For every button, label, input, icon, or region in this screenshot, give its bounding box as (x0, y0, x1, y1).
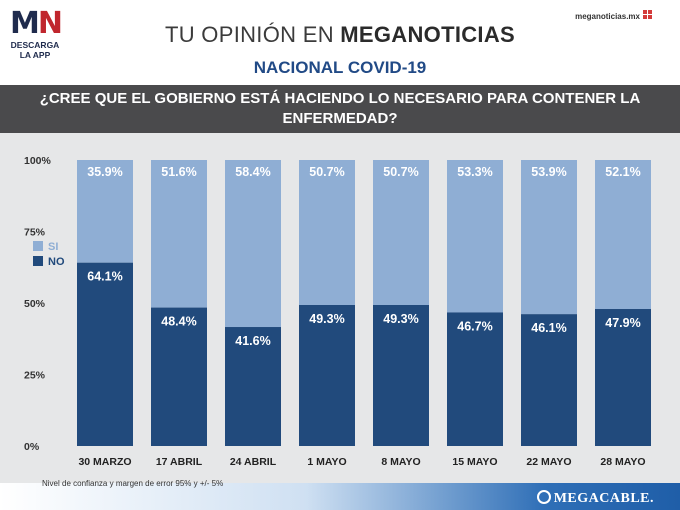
data-label-si: 50.7% (383, 165, 418, 179)
bar-no (373, 305, 429, 446)
bar-si (151, 160, 207, 308)
x-tick-label: 17 ABRIL (156, 456, 203, 468)
data-label-no: 49.3% (309, 312, 344, 326)
bar-si (447, 160, 503, 313)
data-label-no: 49.3% (383, 312, 418, 326)
y-tick-label: 50% (24, 298, 46, 310)
bar-si (595, 160, 651, 310)
megacable-swirl-icon (536, 490, 551, 504)
legend-swatch-no (33, 256, 43, 266)
page-title: TU OPINIÓN EN MEGANOTICIAS (164, 22, 516, 47)
legend-swatch-si (33, 241, 43, 251)
bar-no (151, 307, 207, 446)
legend-label-no: NO (48, 256, 65, 268)
bar-no (225, 327, 281, 446)
x-tick-label: 22 MAYO (526, 456, 571, 468)
legend-label-si: SI (48, 241, 58, 253)
megacable-logo: MEGACABLE. (536, 490, 654, 507)
data-label-si: 52.1% (605, 165, 640, 179)
stacked-bar-chart: 100% 75% 50% 25% 0% 35.9% 64.1% 30 MARZO 51.6% 48… (24, 155, 651, 468)
x-tick-label: 8 MAYO (381, 456, 420, 468)
data-label-no: 64.1% (87, 270, 122, 284)
data-label-no: 46.1% (531, 321, 566, 335)
logo-line-2: LA APP (19, 50, 51, 60)
bar-si (373, 160, 429, 306)
logo-mark: MN (10, 6, 63, 41)
y-tick-label: 100% (24, 155, 52, 167)
data-label-si: 53.9% (531, 165, 566, 179)
x-tick-label: 28 MAYO (600, 456, 645, 468)
page-subtitle: NACIONAL COVID-19 (253, 58, 427, 77)
footnote: Nivel de confianza y margen de error 95%… (42, 479, 224, 488)
bar-si (299, 160, 355, 306)
data-label-no: 41.6% (235, 334, 270, 348)
x-tick-label: 30 MARZO (78, 456, 131, 468)
y-tick-label: 0% (24, 441, 40, 453)
data-label-si: 53.3% (457, 165, 492, 179)
data-label-no: 47.9% (605, 316, 640, 330)
x-tick-label: 24 ABRIL (230, 456, 277, 468)
bar-si (225, 160, 281, 328)
x-tick-label: 15 MAYO (452, 456, 497, 468)
bar-no (595, 309, 651, 446)
data-label-no: 46.7% (457, 319, 492, 333)
question-banner: ¿CREE QUE EL GOBIERNO ESTÁ HACIENDO LO N… (0, 85, 680, 133)
bar-no (447, 312, 503, 446)
bar-si (77, 160, 133, 263)
y-tick-label: 25% (24, 370, 46, 382)
data-label-si: 35.9% (87, 165, 122, 179)
y-tick-label: 75% (24, 227, 46, 239)
x-tick-label: 1 MAYO (307, 456, 346, 468)
grid-icon (643, 10, 652, 19)
footer-bar (0, 483, 680, 510)
data-label-no: 48.4% (161, 315, 196, 329)
bar-no (521, 314, 577, 446)
bar-no (299, 305, 355, 446)
data-label-si: 50.7% (309, 165, 344, 179)
data-label-si: 58.4% (235, 165, 270, 179)
data-label-si: 51.6% (161, 165, 196, 179)
meganoticias-logo[interactable]: MN DESCARGA LA APP (10, 6, 63, 61)
logo-line-1: DESCARGA (10, 40, 60, 50)
bar-si (521, 160, 577, 315)
bar-no (77, 262, 133, 446)
site-url: meganoticias.mx (575, 12, 640, 21)
